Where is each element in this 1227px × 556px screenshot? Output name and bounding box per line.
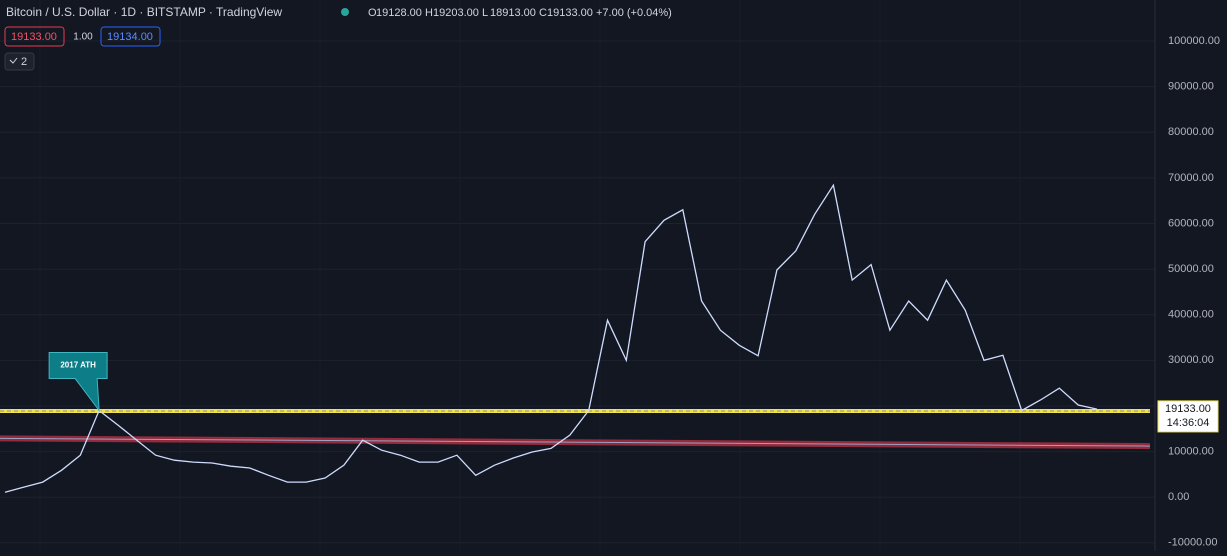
chevron bbox=[9, 57, 18, 64]
y-tick-label: 10000.00 bbox=[1168, 445, 1214, 457]
indicators-toggle[interactable] bbox=[4, 52, 35, 71]
ohlc: O 19128.00 H 19203.00 L 18913.00 C 19133.00 bbox=[368, 7, 593, 19]
price-line bbox=[4, 183, 1098, 493]
y-tick-label: 0.00 bbox=[1168, 491, 1189, 503]
ohlc-label: H bbox=[425, 7, 433, 19]
symbol-title: Bitcoin / U.S. Dollar · 1D · BITSTAMP · … bbox=[6, 5, 282, 19]
y-tick-label: 60000.00 bbox=[1168, 217, 1214, 229]
y-tick-label: 90000.00 bbox=[1168, 81, 1214, 93]
status-dot bbox=[341, 8, 349, 16]
trend-line bbox=[0, 437, 1151, 447]
ohlc-value: 19128.00 bbox=[376, 7, 422, 19]
spread: 1.00 bbox=[73, 32, 93, 43]
ohlc-label: L bbox=[482, 7, 488, 19]
buy-price: 19134.00 bbox=[107, 31, 153, 43]
y-tick-label: 40000.00 bbox=[1168, 309, 1214, 321]
buy-box[interactable] bbox=[100, 26, 161, 47]
sell-box[interactable] bbox=[4, 26, 65, 47]
y-tick-label: -10000.00 bbox=[1168, 537, 1218, 549]
y-tick-label: 70000.00 bbox=[1168, 172, 1214, 184]
sell-price: 19133.00 bbox=[11, 31, 57, 43]
ohlc-value: 19133.00 bbox=[547, 7, 593, 19]
y-tick-label: 30000.00 bbox=[1168, 354, 1214, 366]
indicators-count: 2 bbox=[21, 56, 27, 68]
ohlc-label: O bbox=[368, 7, 377, 19]
price-label-box bbox=[1157, 400, 1219, 433]
change: +7.00 (+0.04%) bbox=[596, 7, 672, 19]
annotation-text: 2017 ATH bbox=[60, 361, 96, 370]
y-tick-label: 100000.00 bbox=[1168, 35, 1220, 47]
price-label: 19133.00 bbox=[1165, 403, 1211, 415]
countdown: 14:36:04 bbox=[1167, 417, 1210, 429]
y-tick-label: 50000.00 bbox=[1168, 263, 1214, 275]
ohlc-value: 19203.00 bbox=[433, 7, 479, 19]
y-tick-label: 80000.00 bbox=[1168, 126, 1214, 138]
ohlc-label: C bbox=[539, 7, 547, 19]
ohlc-value: 18913.00 bbox=[490, 7, 536, 19]
annotation-bubble bbox=[48, 352, 108, 413]
plot: 2017 ATH 19133.00 14:36:04 bbox=[0, 183, 1219, 493]
